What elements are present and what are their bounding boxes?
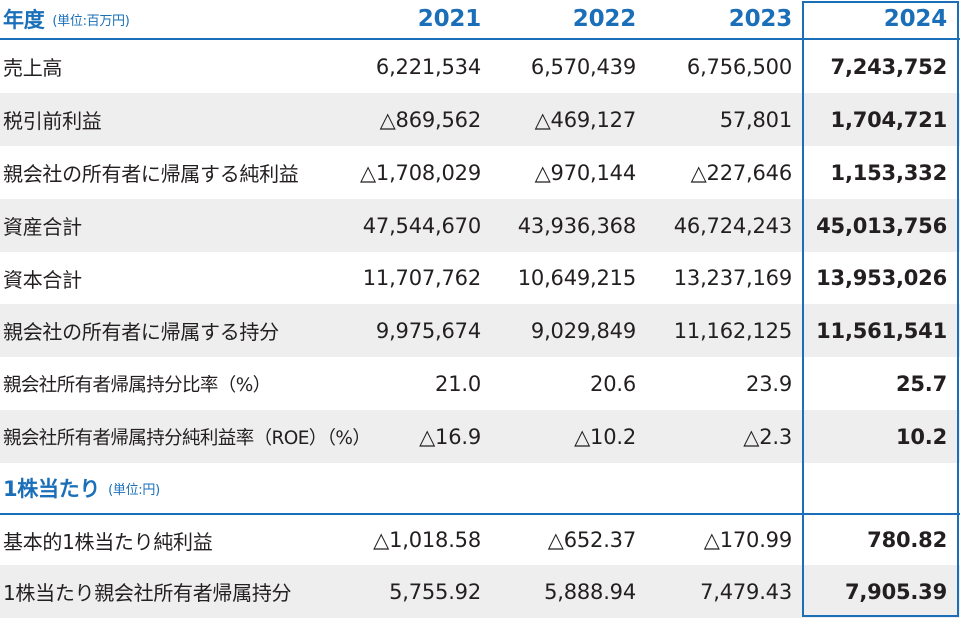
row-label: 資産合計 [3, 215, 82, 239]
value-2022: 20.6 [590, 371, 636, 396]
value-2024: 7,905.39 [844, 579, 947, 604]
value-2022: 6,570,439 [530, 54, 636, 79]
value-2023: 6,756,500 [686, 54, 792, 79]
value-2024: 25.7 [895, 371, 947, 396]
value-2022: 10,649,215 [517, 266, 636, 290]
value-2021: △1,018.58 [373, 528, 481, 552]
section-divider [0, 513, 960, 515]
section-title: 1株当たり [3, 477, 101, 501]
value-2024: 1,153,332 [830, 160, 948, 185]
value-2021: 47,544,670 [362, 213, 481, 238]
value-2024: 10.2 [895, 424, 947, 449]
value-2022: 5,888.94 [544, 579, 636, 604]
value-2022: 9,029,849 [530, 318, 636, 343]
header-year-2024: 2024 [883, 6, 947, 32]
header-unit: (単位:百万円) [52, 13, 130, 29]
header-year-2021: 2021 [417, 6, 481, 32]
header-year-2022: 2022 [572, 6, 636, 32]
value-2021: 21.0 [435, 371, 481, 396]
table-row: 1株当たり親会社所有者帰属持分 5,755.92 5,888.94 7,479.… [0, 565, 960, 618]
value-2022: △10.2 [574, 424, 636, 449]
section-title-cell: 1株当たり (単位:円) [3, 463, 160, 513]
value-2021: △1,708,029 [359, 160, 481, 185]
value-2021: 11,707,762 [362, 266, 481, 290]
value-2023: 13,237,169 [673, 266, 792, 290]
value-2021: △16.9 [419, 424, 481, 449]
table-row: 売上高 6,221,534 6,570,439 6,756,500 7,243,… [0, 40, 960, 93]
value-2023: 46,724,243 [673, 213, 792, 238]
row-label: 1株当たり親会社所有者帰属持分 [3, 581, 292, 605]
section-header-row: 1株当たり (単位:円) [0, 463, 960, 513]
section-unit: (単位:円) [108, 482, 160, 498]
header-year-2023: 2023 [728, 6, 792, 32]
value-2023: 57,801 [719, 107, 792, 132]
table-row: 親会社の所有者に帰属する持分 9,975,674 9,029,849 11,16… [0, 304, 960, 357]
value-2021: △869,562 [379, 107, 482, 132]
row-label: 親会社所有者帰属持分純利益率（ROE）（%） [3, 427, 371, 449]
table-row: 税引前利益 △869,562 △469,127 57,801 1,704,721 [0, 93, 960, 146]
row-label: 資本合計 [3, 267, 82, 292]
value-2021: 5,755.92 [389, 579, 481, 604]
value-2023: 7,479.43 [700, 579, 792, 604]
table-row: 基本的1株当たり純利益 △1,018.58 △652.37 △170.99 78… [0, 515, 960, 565]
table-row: 親会社所有者帰属持分比率（%） 21.0 20.6 23.9 25.7 [0, 357, 960, 410]
header-divider [0, 38, 960, 40]
row-label: 親会社の所有者に帰属する純利益 [3, 162, 299, 186]
value-2022: △970,144 [534, 160, 637, 185]
header-title-cell: 年度 (単位:百万円) [3, 0, 130, 38]
table-row: 資産合計 47,544,670 43,936,368 46,724,243 45… [0, 199, 960, 252]
row-label: 親会社所有者帰属持分比率（%） [3, 374, 271, 396]
value-2024: 45,013,756 [816, 213, 947, 238]
table-row: 親会社の所有者に帰属する純利益 △1,708,029 △970,144 △227… [0, 146, 960, 199]
value-2023: △227,646 [690, 160, 793, 185]
value-2023: 23.9 [746, 371, 792, 396]
table-row: 資本合計 11,707,762 10,649,215 13,237,169 13… [0, 252, 960, 304]
table-row: 親会社所有者帰属持分純利益率（ROE）（%） △16.9 △10.2 △2.3 … [0, 410, 960, 463]
row-label: 基本的1株当たり純利益 [3, 529, 213, 554]
value-2024: 11,561,541 [816, 318, 947, 343]
value-2021: 9,975,674 [375, 318, 481, 343]
value-2022: △652.37 [547, 528, 636, 552]
value-2024: 7,243,752 [830, 54, 948, 79]
value-2022: 43,936,368 [517, 213, 636, 238]
value-2024: 1,704,721 [830, 107, 948, 132]
value-2023: △170.99 [703, 528, 792, 552]
row-label: 税引前利益 [3, 109, 102, 133]
value-2023: △2.3 [743, 424, 792, 449]
value-2024: 780.82 [867, 528, 947, 552]
row-label: 親会社の所有者に帰属する持分 [3, 320, 279, 344]
value-2021: 6,221,534 [375, 54, 481, 79]
header-row: 年度 (単位:百万円) 2021 2022 2023 2024 [0, 0, 960, 38]
header-title: 年度 [3, 8, 45, 32]
value-2022: △469,127 [534, 107, 637, 132]
value-2023: 11,162,125 [673, 318, 792, 343]
value-2024: 13,953,026 [816, 266, 947, 290]
row-label: 売上高 [3, 56, 63, 80]
